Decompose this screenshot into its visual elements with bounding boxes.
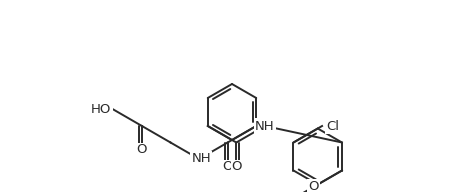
Text: NH: NH [255,119,274,132]
Text: Cl: Cl [326,119,338,132]
Text: O: O [230,160,241,173]
Text: O: O [137,143,147,156]
Text: O: O [222,160,232,173]
Text: HO: HO [91,103,111,116]
Text: NH: NH [191,152,210,166]
Text: O: O [307,180,318,192]
